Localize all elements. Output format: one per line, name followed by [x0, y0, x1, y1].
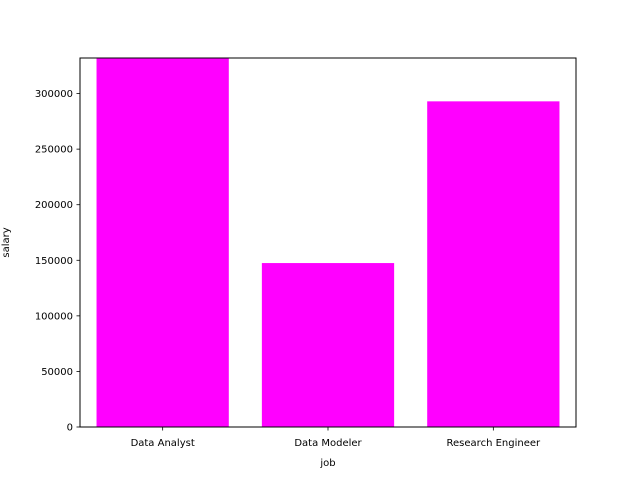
y-tick-label: 300000 — [35, 89, 73, 100]
x-tick-label: Data Analyst — [131, 438, 195, 449]
y-tick-label: 0 — [67, 423, 73, 434]
x-tick-label: Research Engineer — [447, 438, 541, 449]
x-tick-label: Data Modeler — [294, 438, 362, 449]
y-tick-label: 100000 — [35, 311, 73, 322]
y-tick-label: 150000 — [35, 256, 73, 267]
bar-data-analyst — [96, 58, 229, 427]
bar-research-engineer — [427, 101, 560, 428]
y-axis: 0 50000 100000 150000 200000 250000 300000 — [35, 89, 80, 434]
bars-group — [96, 58, 560, 428]
bar-data-modeler — [261, 263, 395, 427]
x-axis-label: job — [319, 458, 335, 469]
y-tick-label: 50000 — [41, 367, 73, 378]
y-axis-label: salary — [1, 227, 12, 257]
x-axis: Data Analyst Data Modeler Research Enginee… — [131, 427, 541, 449]
y-tick-label: 250000 — [35, 145, 73, 156]
y-tick-label: 200000 — [35, 200, 73, 211]
